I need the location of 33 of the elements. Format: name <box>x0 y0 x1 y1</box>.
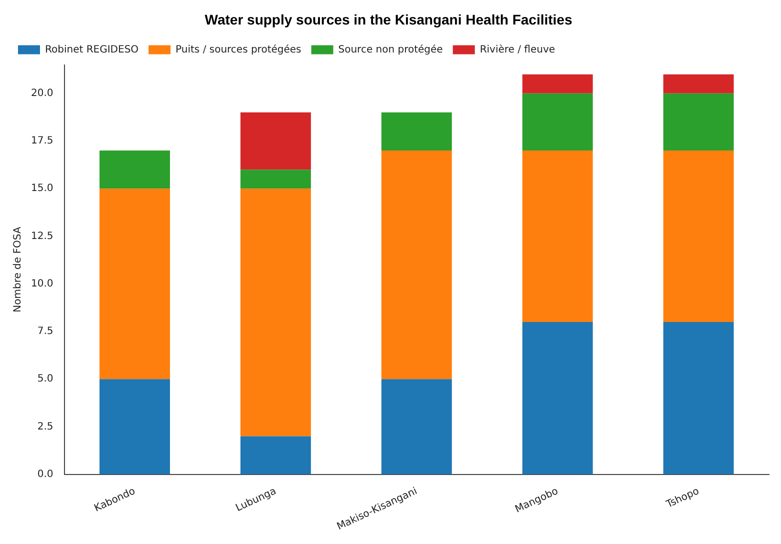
bar <box>100 379 170 474</box>
chart-title: Water supply sources in the Kisangani Health Facilities <box>204 11 572 28</box>
y-tick-label: 12.5 <box>31 230 54 242</box>
bar <box>663 93 734 151</box>
y-tick-label: 10.0 <box>31 278 54 290</box>
bar <box>100 188 170 380</box>
bar <box>381 112 452 151</box>
bar <box>663 150 734 322</box>
bar <box>100 150 170 189</box>
bar <box>522 150 593 322</box>
y-tick-label: 0.0 <box>37 468 54 480</box>
bar <box>522 93 593 151</box>
bar <box>240 170 311 189</box>
bar <box>522 74 593 94</box>
bar <box>663 322 734 474</box>
bar <box>663 74 734 94</box>
y-tick-label: 7.5 <box>37 326 54 338</box>
y-tick-label: 17.5 <box>31 136 54 147</box>
legend-label: Puits / sources protégées <box>176 44 302 56</box>
y-axis-title: Nombre de FOSA <box>12 226 24 312</box>
bar <box>240 436 311 474</box>
bar <box>240 188 311 436</box>
legend-label: Rivière / fleuve <box>480 44 556 56</box>
y-tick-label: 5.0 <box>37 374 54 385</box>
bar <box>240 112 311 170</box>
legend-label: Robinet REGIDESO <box>45 44 139 56</box>
y-tick-label: 20.0 <box>31 88 54 99</box>
bar <box>381 379 452 474</box>
bar <box>381 150 452 380</box>
y-tick-label: 2.5 <box>37 421 54 432</box>
y-tick-label: 15.0 <box>31 183 54 194</box>
legend-label: Source non protégée <box>338 44 443 56</box>
bar <box>522 322 593 474</box>
